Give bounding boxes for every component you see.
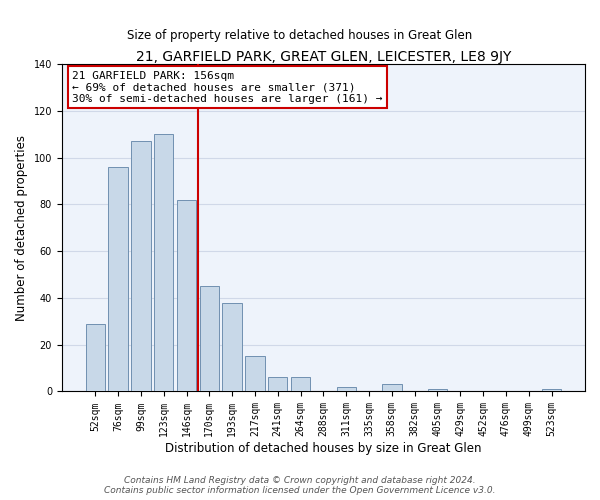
Bar <box>86 324 105 392</box>
Bar <box>542 389 561 392</box>
Text: 21 GARFIELD PARK: 156sqm
← 69% of detached houses are smaller (371)
30% of semi-: 21 GARFIELD PARK: 156sqm ← 69% of detach… <box>72 70 383 104</box>
Bar <box>200 286 219 392</box>
Bar <box>109 167 128 392</box>
Bar <box>428 389 447 392</box>
Title: 21, GARFIELD PARK, GREAT GLEN, LEICESTER, LE8 9JY: 21, GARFIELD PARK, GREAT GLEN, LEICESTER… <box>136 50 511 64</box>
Bar <box>245 356 265 392</box>
Y-axis label: Number of detached properties: Number of detached properties <box>15 134 28 320</box>
Bar <box>154 134 173 392</box>
Bar <box>177 200 196 392</box>
Bar <box>291 378 310 392</box>
Bar <box>223 302 242 392</box>
Bar <box>268 378 287 392</box>
X-axis label: Distribution of detached houses by size in Great Glen: Distribution of detached houses by size … <box>165 442 482 455</box>
Bar <box>382 384 401 392</box>
Bar <box>131 141 151 392</box>
Bar <box>337 387 356 392</box>
Text: Contains HM Land Registry data © Crown copyright and database right 2024.
Contai: Contains HM Land Registry data © Crown c… <box>104 476 496 495</box>
Text: Size of property relative to detached houses in Great Glen: Size of property relative to detached ho… <box>127 30 473 43</box>
